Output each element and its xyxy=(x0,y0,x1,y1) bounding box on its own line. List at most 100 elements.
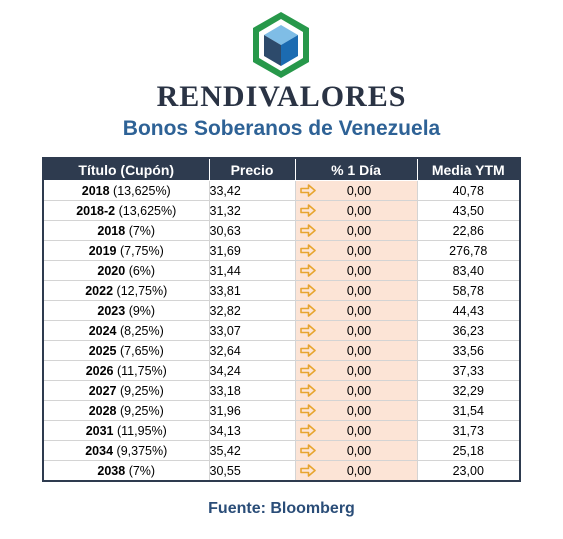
bond-coupon: (7%) xyxy=(128,463,156,478)
price-cell: 33,42 xyxy=(208,180,296,201)
price-cell: 32,64 xyxy=(208,340,296,361)
change-cell: 0,00 xyxy=(294,240,418,261)
bond-coupon: (12,75%) xyxy=(116,283,168,298)
bond-title-cell: 2024 (8,25%) xyxy=(42,320,210,341)
change-value: 0,00 xyxy=(346,303,372,318)
change-value: 0,00 xyxy=(346,463,372,478)
arrow-right-icon xyxy=(299,444,316,457)
ytm-cell: 32,29 xyxy=(416,380,521,401)
table-row: 2023 (9%) 32,82 0,00 44,43 xyxy=(42,300,521,321)
arrow-right-icon xyxy=(299,224,316,237)
bond-year: 2023 xyxy=(97,303,126,318)
table-row: 2018 (7%) 30,63 0,00 22,86 xyxy=(42,220,521,241)
change-value: 0,00 xyxy=(346,323,372,338)
change-cell: 0,00 xyxy=(294,200,418,221)
ytm-cell: 23,00 xyxy=(416,460,521,482)
table-row: 2028 (9,25%) 31,96 0,00 31,54 xyxy=(42,400,521,421)
ytm-cell: 58,78 xyxy=(416,280,521,301)
price-cell: 31,44 xyxy=(208,260,296,281)
ytm-cell: 37,33 xyxy=(416,360,521,381)
price-cell: 34,24 xyxy=(208,360,296,381)
bond-year: 2027 xyxy=(88,383,117,398)
price-cell: 30,63 xyxy=(208,220,296,241)
change-value: 0,00 xyxy=(346,343,372,358)
price-cell: 31,69 xyxy=(208,240,296,261)
ytm-cell: 43,50 xyxy=(416,200,521,221)
bond-title-cell: 2022 (12,75%) xyxy=(42,280,210,301)
bond-title-cell: 2026 (11,75%) xyxy=(42,360,210,381)
table-row: 2031 (11,95%) 34,13 0,00 31,73 xyxy=(42,420,521,441)
bond-coupon: (9%) xyxy=(128,303,156,318)
change-cell: 0,00 xyxy=(294,340,418,361)
arrow-right-icon xyxy=(299,304,316,317)
table-row: 2038 (7%) 30,55 0,00 23,00 xyxy=(42,460,521,482)
change-value: 0,00 xyxy=(346,363,372,378)
bond-coupon: (7%) xyxy=(128,223,156,238)
change-value: 0,00 xyxy=(346,383,372,398)
change-cell: 0,00 xyxy=(294,300,418,321)
table-row: 2018 (13,625%) 33,42 0,00 40,78 xyxy=(42,180,521,201)
change-value: 0,00 xyxy=(346,263,372,278)
bond-year: 2022 xyxy=(85,283,114,298)
ytm-cell: 44,43 xyxy=(416,300,521,321)
change-cell: 0,00 xyxy=(294,260,418,281)
ytm-cell: 40,78 xyxy=(416,180,521,201)
change-cell: 0,00 xyxy=(294,220,418,241)
bond-coupon: (9,25%) xyxy=(120,383,164,398)
price-cell: 33,07 xyxy=(208,320,296,341)
arrow-right-icon xyxy=(299,264,316,277)
arrow-right-icon xyxy=(299,424,316,437)
arrow-right-icon xyxy=(299,344,316,357)
bond-coupon: (9,375%) xyxy=(116,443,168,458)
bond-year: 2018 xyxy=(97,223,126,238)
ytm-cell: 31,54 xyxy=(416,400,521,421)
change-cell: 0,00 xyxy=(294,460,418,482)
change-value: 0,00 xyxy=(346,223,372,238)
change-cell: 0,00 xyxy=(294,380,418,401)
bond-coupon: (11,75%) xyxy=(117,363,167,378)
bond-year: 2019 xyxy=(88,243,117,258)
hexagon-cube-logo-icon xyxy=(253,12,309,78)
bond-year: 2020 xyxy=(97,263,126,278)
source-note: Fuente: Bloomberg xyxy=(208,500,355,517)
table-row: 2020 (6%) 31,44 0,00 83,40 xyxy=(42,260,521,281)
arrow-right-icon xyxy=(299,324,316,337)
header-price: Precio xyxy=(208,157,296,181)
bond-title-cell: 2027 (9,25%) xyxy=(42,380,210,401)
header-title-coupon: Título (Cupón) xyxy=(42,157,210,181)
bond-title-cell: 2031 (11,95%) xyxy=(42,420,210,441)
bond-coupon: (13,625%) xyxy=(113,183,171,198)
bond-year: 2038 xyxy=(97,463,126,478)
ytm-cell: 22,86 xyxy=(416,220,521,241)
bond-title-cell: 2018-2 (13,625%) xyxy=(42,200,210,221)
price-cell: 33,81 xyxy=(208,280,296,301)
bond-title-cell: 2025 (7,65%) xyxy=(42,340,210,361)
table-row: 2034 (9,375%) 35,42 0,00 25,18 xyxy=(42,440,521,461)
bond-coupon: (7,75%) xyxy=(120,243,164,258)
bond-year: 2026 xyxy=(85,363,114,378)
table-row: 2018-2 (13,625%) 31,32 0,00 43,50 xyxy=(42,200,521,221)
price-cell: 32,82 xyxy=(208,300,296,321)
bond-coupon: (11,95%) xyxy=(117,423,167,438)
change-value: 0,00 xyxy=(346,203,372,218)
header-ytm: Media YTM xyxy=(416,157,521,181)
ytm-cell: 36,23 xyxy=(416,320,521,341)
bond-title-cell: 2038 (7%) xyxy=(42,460,210,482)
bond-title-cell: 2020 (6%) xyxy=(42,260,210,281)
change-cell: 0,00 xyxy=(294,320,418,341)
change-cell: 0,00 xyxy=(294,280,418,301)
price-cell: 35,42 xyxy=(208,440,296,461)
arrow-right-icon xyxy=(299,244,316,257)
change-value: 0,00 xyxy=(346,443,372,458)
price-cell: 34,13 xyxy=(208,420,296,441)
bond-year: 2018-2 xyxy=(76,203,116,218)
change-cell: 0,00 xyxy=(294,360,418,381)
brand-name: RENDIVALORES xyxy=(156,80,407,113)
page-title: Bonos Soberanos de Venezuela xyxy=(122,117,441,140)
bond-year: 2034 xyxy=(85,443,114,458)
ytm-cell: 25,18 xyxy=(416,440,521,461)
change-value: 0,00 xyxy=(346,403,372,418)
change-value: 0,00 xyxy=(346,283,372,298)
bond-coupon: (6%) xyxy=(128,263,156,278)
arrow-right-icon xyxy=(299,184,316,197)
